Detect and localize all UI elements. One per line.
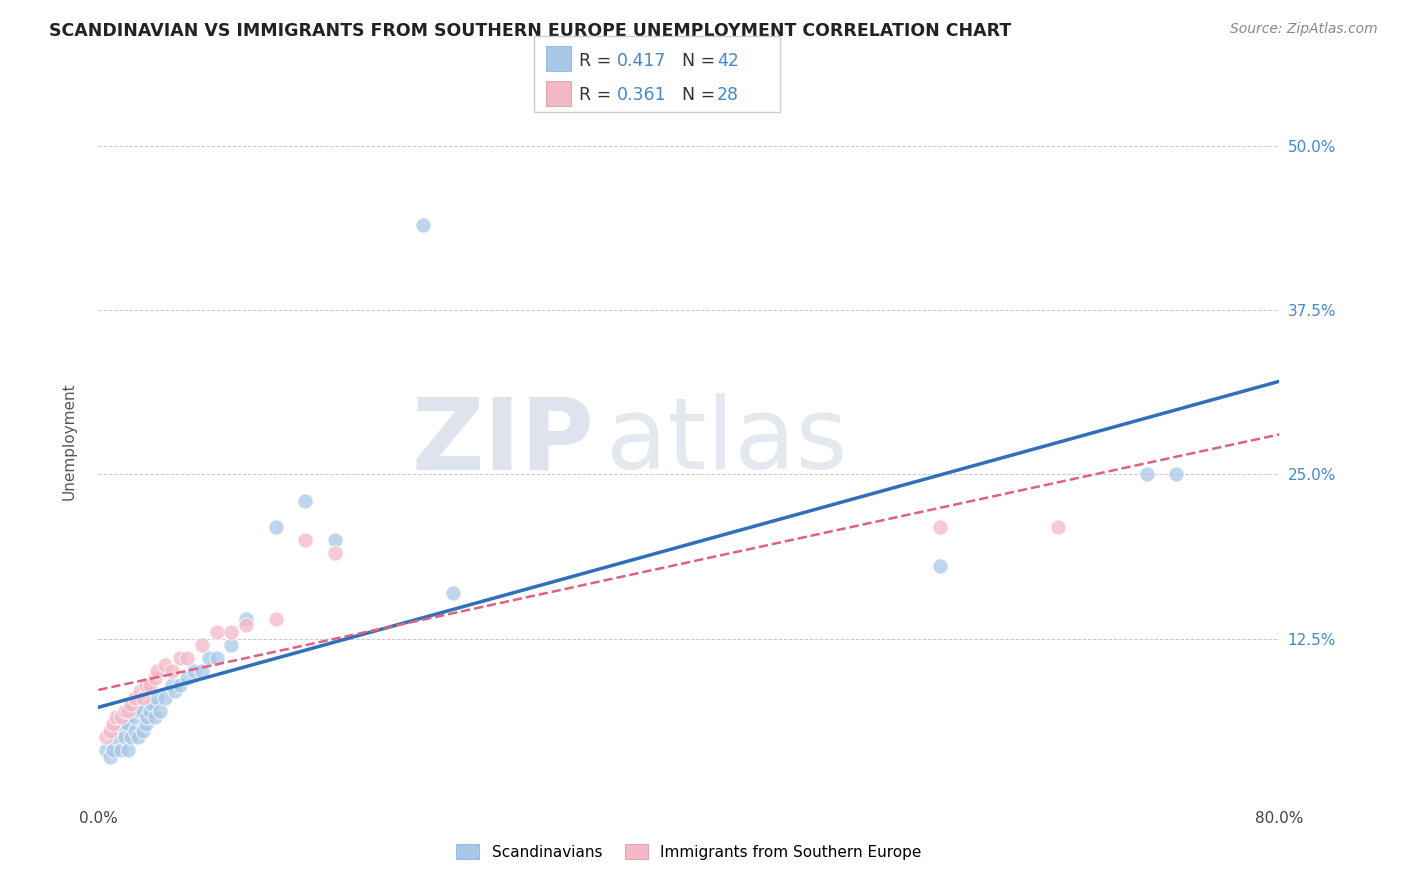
Text: R =: R = <box>579 86 617 103</box>
Text: 28: 28 <box>717 86 740 103</box>
Point <box>191 665 214 679</box>
Point <box>114 730 136 744</box>
Point <box>191 638 214 652</box>
Point <box>103 717 125 731</box>
Text: 42: 42 <box>717 52 740 70</box>
Point <box>264 520 287 534</box>
Point <box>294 493 316 508</box>
Point <box>135 677 157 691</box>
Point <box>205 625 228 640</box>
Point <box>136 710 159 724</box>
Point <box>176 671 198 685</box>
Text: atlas: atlas <box>606 393 848 490</box>
Y-axis label: Unemployment: Unemployment <box>62 383 76 500</box>
Point <box>117 743 139 757</box>
Point <box>323 546 346 560</box>
Point <box>929 520 952 534</box>
Point <box>153 690 176 705</box>
Point <box>153 657 176 672</box>
Point <box>124 710 146 724</box>
Point <box>105 730 128 744</box>
Point <box>143 710 166 724</box>
Point <box>124 723 146 738</box>
Point <box>169 651 191 665</box>
Point <box>294 533 316 547</box>
Point <box>162 677 183 691</box>
Point <box>1046 520 1070 534</box>
Point <box>132 704 155 718</box>
Point <box>105 710 128 724</box>
Point <box>412 218 434 232</box>
Text: 0.417: 0.417 <box>617 52 666 70</box>
Point <box>169 677 191 691</box>
Point <box>139 704 162 718</box>
Point <box>98 723 121 738</box>
Point <box>149 704 172 718</box>
Point <box>205 651 228 665</box>
Point <box>94 730 117 744</box>
Point <box>120 698 142 712</box>
Point <box>110 710 132 724</box>
Point <box>110 717 132 731</box>
Point <box>146 690 169 705</box>
Point <box>141 698 163 712</box>
Point <box>124 690 146 705</box>
Point <box>132 690 155 705</box>
Point <box>323 533 346 547</box>
Point <box>135 717 157 731</box>
Text: ZIP: ZIP <box>412 393 595 490</box>
Point <box>264 612 287 626</box>
Point <box>128 684 150 698</box>
Point <box>183 665 205 679</box>
Point <box>117 717 139 731</box>
Point <box>176 651 198 665</box>
Point <box>441 585 464 599</box>
Point <box>1166 467 1188 482</box>
Point <box>94 743 117 757</box>
Text: 0.361: 0.361 <box>617 86 666 103</box>
Point <box>146 665 169 679</box>
Text: Source: ZipAtlas.com: Source: ZipAtlas.com <box>1230 22 1378 37</box>
Point <box>120 730 142 744</box>
Point <box>162 665 183 679</box>
Text: N =: N = <box>671 52 720 70</box>
Point <box>117 704 139 718</box>
Point <box>165 684 187 698</box>
Point <box>98 749 121 764</box>
Point <box>235 618 257 632</box>
Text: R =: R = <box>579 52 617 70</box>
Point <box>139 677 162 691</box>
Point <box>110 743 132 757</box>
Point <box>221 625 243 640</box>
Point <box>221 638 243 652</box>
Point <box>114 704 136 718</box>
Point <box>143 671 166 685</box>
Text: N =: N = <box>671 86 720 103</box>
Legend: Scandinavians, Immigrants from Southern Europe: Scandinavians, Immigrants from Southern … <box>449 836 929 867</box>
Text: SCANDINAVIAN VS IMMIGRANTS FROM SOUTHERN EUROPE UNEMPLOYMENT CORRELATION CHART: SCANDINAVIAN VS IMMIGRANTS FROM SOUTHERN… <box>49 22 1011 40</box>
Point <box>103 743 125 757</box>
Point <box>929 559 952 574</box>
Point <box>198 651 221 665</box>
Point <box>1136 467 1159 482</box>
Point <box>132 723 155 738</box>
Point <box>235 612 257 626</box>
Point <box>127 730 149 744</box>
Point <box>128 704 150 718</box>
